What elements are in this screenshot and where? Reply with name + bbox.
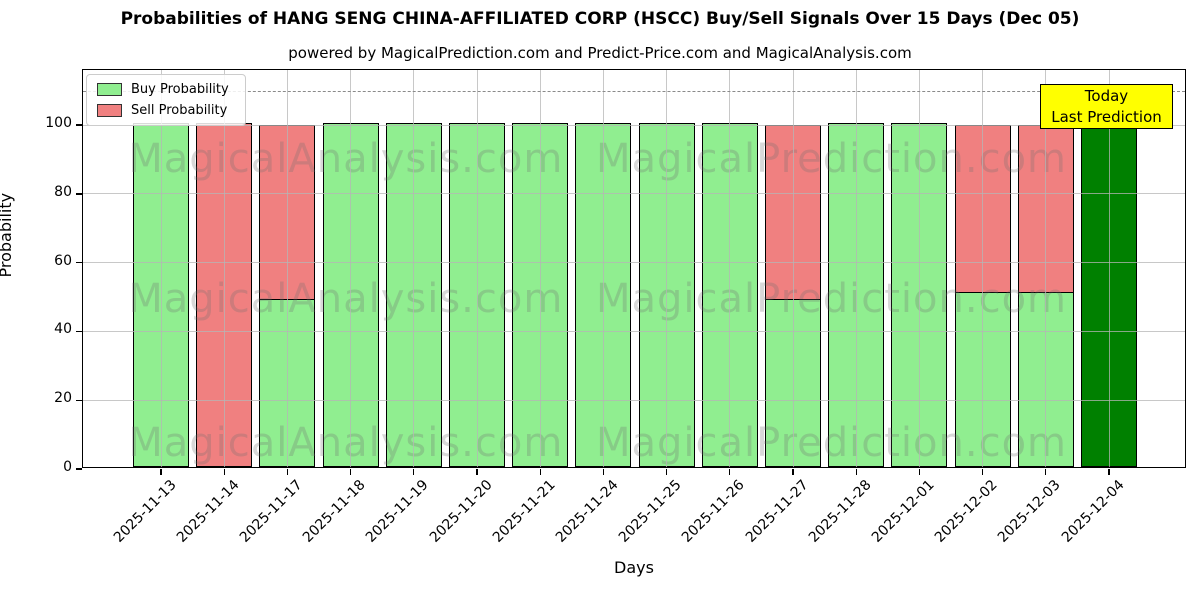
x-tick-label: 2025-11-20: [426, 477, 496, 546]
x-axis-label: Days: [614, 558, 654, 577]
v-gridline: [792, 70, 794, 467]
legend-item-sell: Sell Probability: [97, 103, 235, 118]
chart-subtitle: powered by MagicalPrediction.com and Pre…: [288, 44, 912, 62]
watermark-text: MagicalAnalysis.com: [128, 420, 564, 467]
v-gridline: [476, 70, 478, 467]
v-gridline: [1045, 70, 1047, 467]
v-gridline: [729, 70, 731, 467]
x-axis-tick: [792, 469, 794, 475]
x-axis-tick: [413, 469, 415, 475]
v-gridline: [855, 70, 857, 467]
v-gridline: [286, 70, 288, 467]
y-axis-tick: [76, 261, 82, 264]
x-axis-tick: [918, 469, 921, 475]
x-axis-tick: [1108, 469, 1110, 475]
x-tick-label: 2025-11-26: [679, 477, 749, 546]
x-axis-tick: [981, 469, 984, 475]
x-tick-label: 2025-11-25: [616, 477, 685, 546]
legend-buy-label: Buy Probability: [131, 82, 229, 97]
h-gridline: [83, 330, 1185, 332]
x-tick-label: 2025-11-18: [300, 477, 369, 546]
x-tick-label: 2025-11-28: [805, 477, 875, 546]
h-gridline: [83, 262, 1185, 264]
x-tick-label: 2025-12-01: [868, 477, 938, 546]
x-axis-tick: [349, 469, 352, 475]
v-gridline: [413, 70, 415, 467]
x-axis-tick: [286, 469, 289, 475]
x-axis-tick: [223, 469, 225, 475]
y-tick-label: 80: [54, 183, 72, 200]
x-tick-label: 2025-11-17: [236, 477, 306, 546]
sell-color-swatch: [97, 104, 122, 117]
dashed-threshold-line: [83, 90, 1185, 92]
plot-area: MagicalAnalysis.com MagicalPrediction.com…: [76, 69, 1186, 475]
y-axis-tick: [76, 468, 82, 470]
legend-item-buy: Buy Probability: [97, 82, 235, 97]
x-tick-label: 2025-12-03: [995, 477, 1065, 546]
watermark-text: MagicalPrediction.com: [596, 135, 1067, 182]
x-axis-tick: [1045, 469, 1047, 475]
x-axis-tick: [539, 469, 541, 475]
x-axis-tick: [602, 469, 605, 475]
y-axis-tick: [76, 330, 82, 333]
h-gridline: [83, 399, 1185, 401]
legend-sell-label: Sell Probability: [131, 103, 228, 118]
y-tick-label: 20: [54, 390, 72, 407]
x-axis-tick: [160, 469, 162, 475]
watermark-text: MagicalPrediction.com: [596, 276, 1067, 323]
x-tick-label: 2025-12-04: [1058, 477, 1128, 546]
v-gridline: [602, 70, 604, 467]
x-axis-tick: [855, 469, 857, 475]
legend: Buy Probability Sell Probability: [86, 74, 246, 126]
watermark-text: MagicalAnalysis.com: [128, 276, 564, 323]
chart-title: Probabilities of HANG SENG CHINA-AFFILIA…: [120, 9, 1080, 29]
y-tick-label: 100: [45, 115, 72, 132]
buy-color-swatch: [97, 83, 122, 96]
v-gridline: [160, 70, 162, 467]
watermark-text: MagicalPrediction.com: [596, 420, 1067, 467]
v-gridline: [666, 70, 668, 467]
x-tick-label: 2025-11-24: [552, 477, 622, 546]
h-gridline: [83, 193, 1185, 195]
watermark-text: MagicalAnalysis.com: [128, 135, 564, 182]
v-gridline: [539, 70, 541, 467]
y-axis-tick: [76, 399, 82, 401]
x-axis-tick: [476, 469, 478, 475]
v-gridline: [350, 70, 352, 467]
v-gridline: [918, 70, 920, 467]
y-axis-tick: [76, 193, 82, 195]
y-tick-label: 60: [54, 252, 72, 269]
x-tick-label: 2025-12-02: [932, 477, 1001, 546]
x-axis-tick: [729, 469, 731, 475]
x-tick-label: 2025-11-27: [742, 477, 812, 546]
x-axis-tick: [665, 469, 668, 475]
v-gridline: [1108, 70, 1110, 467]
x-tick-label: 2025-11-21: [489, 477, 559, 546]
x-tick-label: 2025-11-14: [173, 477, 243, 546]
today-annotation-box: Today Last Prediction: [1040, 84, 1173, 129]
annotation-line2: Last Prediction: [1051, 107, 1162, 126]
x-tick-label: 2025-11-19: [363, 477, 433, 546]
v-gridline: [223, 70, 225, 467]
y-axis-tick: [76, 124, 82, 126]
annotation-line1: Today: [1084, 86, 1129, 105]
y-tick-label: 0: [63, 459, 72, 475]
h-gridline: [83, 124, 1185, 126]
x-tick-label: 2025-11-13: [110, 477, 180, 546]
y-tick-label: 40: [54, 321, 72, 338]
v-gridline: [982, 70, 984, 467]
